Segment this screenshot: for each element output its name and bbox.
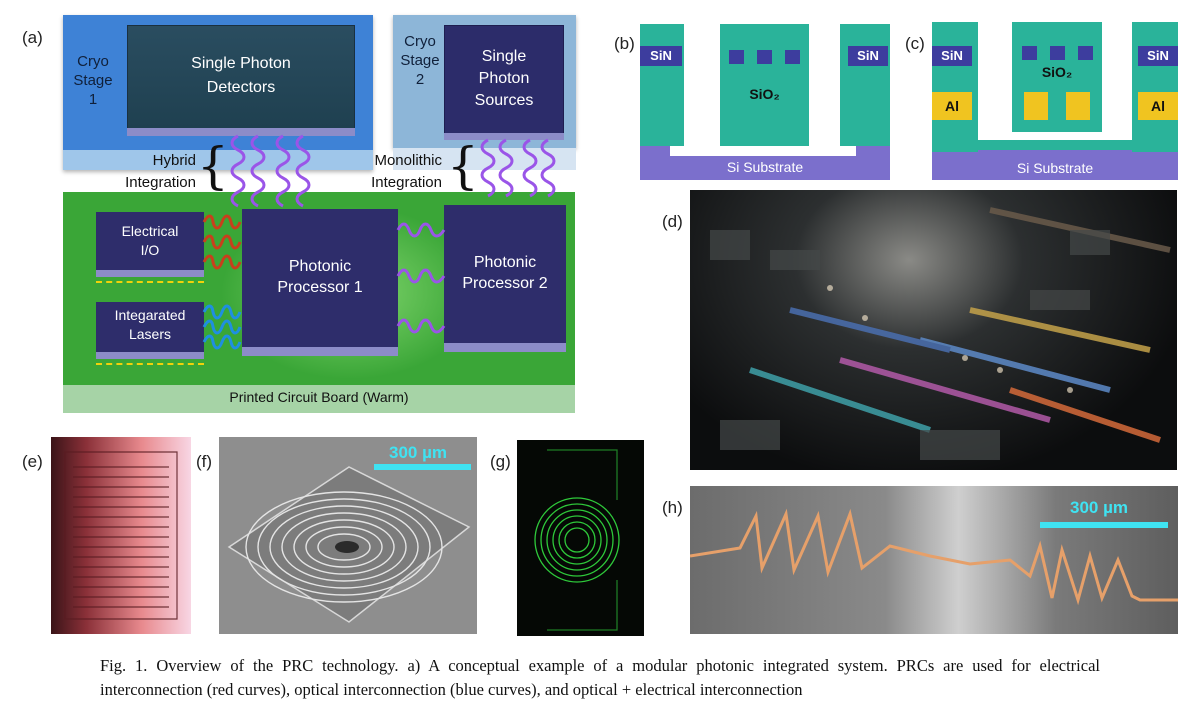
cryo-stage-1-label: Cryo Stage 1 bbox=[73, 53, 113, 108]
electrical-wires bbox=[202, 214, 242, 270]
c-al-right-label: Al bbox=[1151, 98, 1165, 114]
optical-wires bbox=[202, 304, 242, 350]
c-al-left-label: Al bbox=[945, 98, 959, 114]
green-spiral bbox=[534, 449, 620, 631]
b-substrate-label: Si Substrate bbox=[726, 159, 804, 175]
monolithic-brace: { bbox=[447, 137, 479, 195]
cryo-stage-1-base bbox=[63, 150, 373, 170]
c-substrate bbox=[932, 148, 1178, 180]
b-sin-right-label: SiN bbox=[857, 48, 879, 63]
scale-label-h: 300 µm bbox=[1070, 498, 1128, 517]
electrical-io-dashline bbox=[96, 281, 204, 283]
single-photon-detectors-label: Single Photon Detectors bbox=[191, 55, 291, 96]
chip-photo-texture bbox=[710, 207, 1171, 460]
processor-link-wires bbox=[396, 222, 446, 334]
hybrid-integration-label: Hybrid Integration bbox=[125, 152, 196, 191]
photonic-processor-2-base bbox=[444, 343, 566, 352]
figure-caption: Fig. 1. Overview of the PRC technology. … bbox=[100, 656, 1100, 699]
panel-d-chip-photo bbox=[690, 190, 1177, 470]
c-al-center-2 bbox=[1066, 92, 1090, 120]
photonic-processor-2-label: Photonic Processor 2 bbox=[462, 254, 548, 292]
sources-chip-base bbox=[444, 133, 564, 140]
pcb-label: Printed Circuit Board (Warm) bbox=[229, 389, 409, 405]
single-photon-sources-label: Single Photon Sources bbox=[474, 48, 534, 109]
panel-a-diagram: Cryo Stage 1 Single Photon Detectors Cry… bbox=[0, 0, 600, 430]
b-waveguide-2 bbox=[757, 50, 772, 64]
scale-label-f: 300 µm bbox=[389, 443, 447, 462]
integrated-lasers-dashline bbox=[96, 363, 204, 365]
single-photon-sources-chip bbox=[444, 25, 564, 135]
c-waveguide-3 bbox=[1078, 46, 1093, 60]
c-sin-left-label: SiN bbox=[941, 48, 963, 63]
panel-e-spiral-photo bbox=[51, 437, 191, 634]
c-sin-left bbox=[932, 46, 972, 66]
integrated-lasers-base bbox=[96, 352, 204, 359]
panel-g-fluorescence-photo bbox=[517, 440, 644, 636]
b-waveguide-3 bbox=[785, 50, 800, 64]
electrical-io-chip bbox=[96, 212, 204, 270]
integrated-lasers-label: Integarated Lasers bbox=[114, 307, 186, 342]
b-sio2-label: SiO₂ bbox=[749, 86, 780, 102]
interconnect-wires bbox=[202, 134, 556, 350]
c-substrate-label: Si Substrate bbox=[1016, 160, 1094, 176]
pcb-base bbox=[63, 385, 575, 413]
monolithic-integration-label: Monolithic Integration bbox=[371, 152, 442, 191]
panel-f-sem-photo: 300 µm bbox=[219, 437, 477, 634]
panel-label-f: (f) bbox=[196, 452, 213, 471]
c-al-center-1 bbox=[1024, 92, 1048, 120]
hybrid-brace: { bbox=[197, 137, 229, 195]
photonic-processor-2-chip bbox=[444, 205, 566, 343]
b-left-pillar bbox=[640, 24, 684, 146]
c-left-pillar bbox=[932, 22, 978, 152]
b-substrate-recess bbox=[670, 146, 856, 156]
panel-c-cross-section: Si Substrate SiN SiN SiO₂ Al Al bbox=[932, 22, 1178, 180]
panel-label-d: (d) bbox=[662, 212, 683, 231]
panel-label-c: (c) bbox=[905, 34, 925, 53]
panel-label-b: (b) bbox=[614, 34, 635, 53]
h-zigzag-wires bbox=[689, 508, 1178, 606]
panel-label-h: (h) bbox=[662, 498, 683, 517]
photonic-processor-1-base bbox=[242, 347, 398, 356]
c-al-left bbox=[932, 92, 972, 120]
hybrid-wires bbox=[230, 134, 556, 208]
panel-h-sem-photo: 300 µm bbox=[689, 486, 1178, 634]
b-right-pillar bbox=[840, 24, 890, 146]
c-waveguide-2 bbox=[1050, 46, 1065, 60]
photonic-processor-1-chip bbox=[242, 209, 398, 347]
c-trench-bottom bbox=[978, 140, 1132, 150]
panel-b-cross-section: Si Substrate SiN SiN SiO₂ bbox=[640, 24, 890, 180]
c-waveguide-1 bbox=[1022, 46, 1037, 60]
panel-label-g: (g) bbox=[490, 452, 511, 471]
scale-bar-f bbox=[374, 464, 471, 470]
b-sin-right bbox=[848, 46, 888, 66]
photonic-processor-1-label: Photonic Processor 1 bbox=[277, 258, 363, 296]
c-sin-right bbox=[1138, 46, 1178, 66]
integrated-lasers-chip bbox=[96, 302, 204, 352]
electrical-io-label: Electrical I/O bbox=[121, 223, 179, 258]
scale-bar-h bbox=[1040, 522, 1168, 528]
panel-label-a: (a) bbox=[22, 28, 43, 47]
b-center-pillar bbox=[720, 24, 809, 146]
detectors-chip-base bbox=[127, 128, 355, 136]
c-right-pillar bbox=[1132, 22, 1178, 152]
b-waveguide-1 bbox=[729, 50, 744, 64]
cryo-stage-2-label: Cryo Stage 2 bbox=[400, 33, 440, 88]
c-sio2-label: SiO₂ bbox=[1041, 64, 1073, 80]
sem-spiral bbox=[219, 437, 477, 634]
electrical-io-base bbox=[96, 270, 204, 277]
b-sin-left bbox=[640, 46, 682, 66]
b-sin-left-label: SiN bbox=[650, 48, 672, 63]
c-al-right bbox=[1138, 92, 1178, 120]
c-sin-right-label: SiN bbox=[1147, 48, 1169, 63]
panel-label-e: (e) bbox=[22, 452, 43, 471]
waveguide-loops bbox=[64, 451, 178, 620]
